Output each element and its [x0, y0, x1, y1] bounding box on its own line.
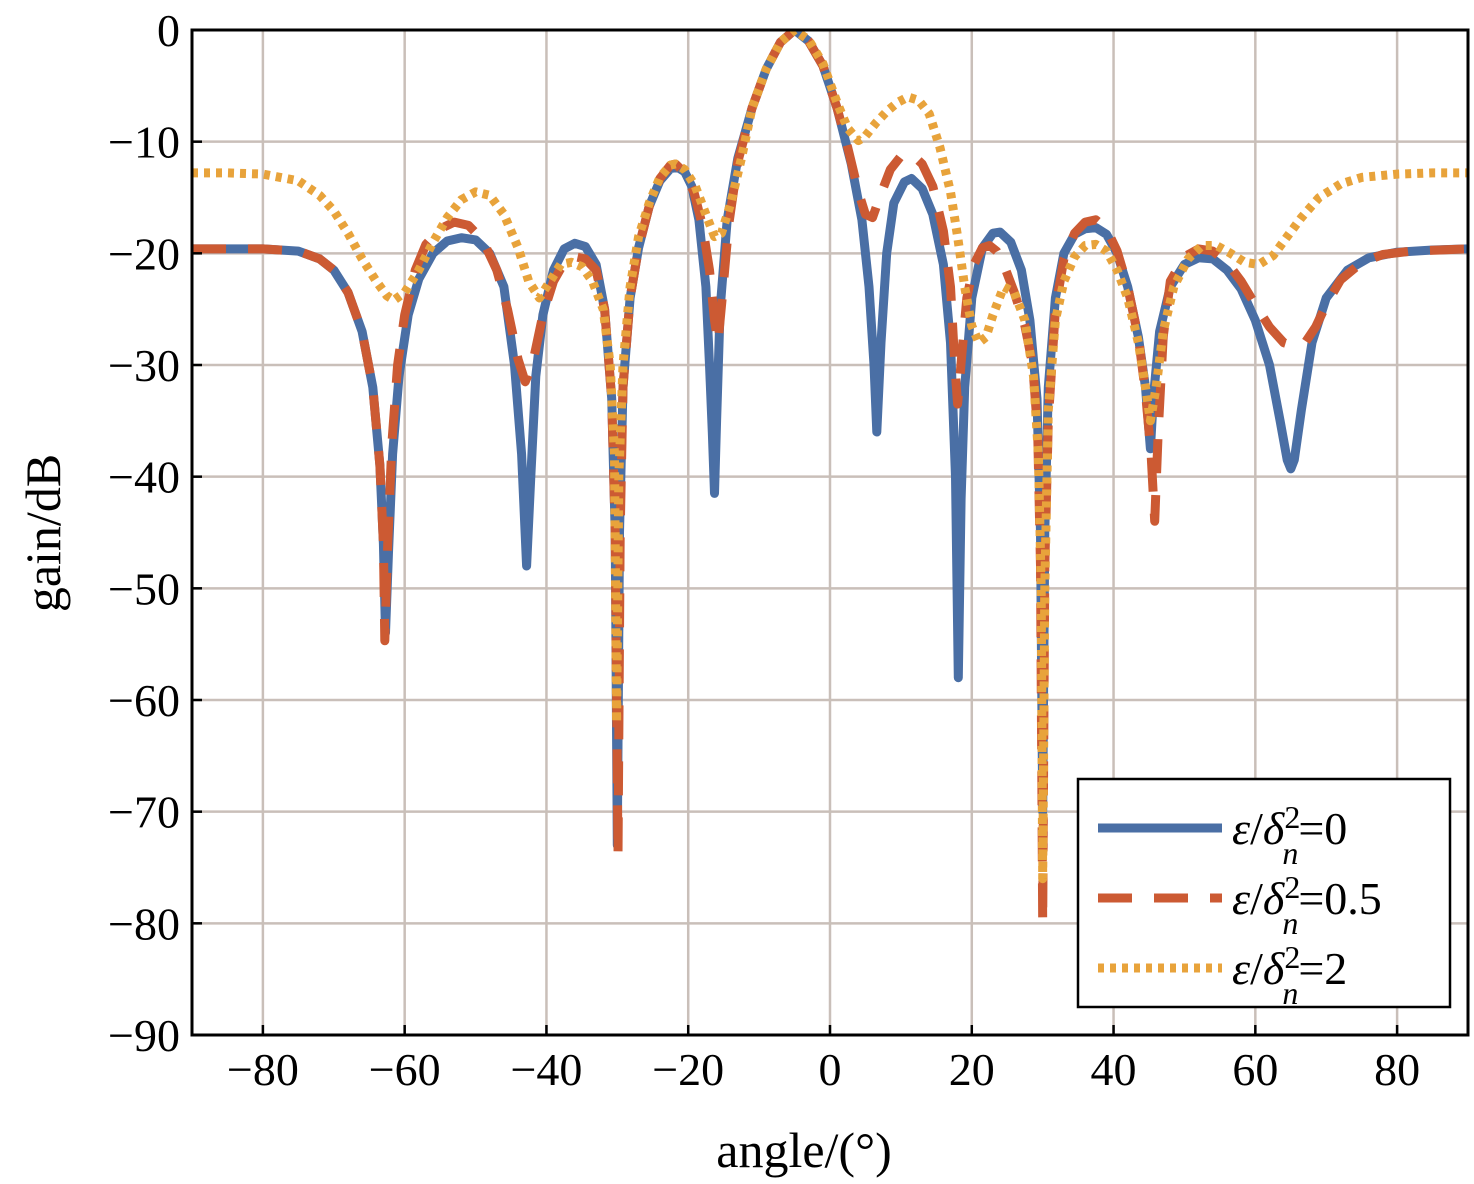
- tick-marks: [192, 28, 1399, 1037]
- y-tick-label: −80: [108, 898, 180, 949]
- x-tick-label: 20: [949, 1044, 995, 1095]
- series-line-1: [192, 30, 1468, 928]
- y-tick-label: −70: [108, 787, 180, 838]
- legend-label-2: ε/δ2 n=2: [1232, 939, 1347, 1011]
- x-tick-label: 0: [819, 1044, 842, 1095]
- x-tick-label: −60: [369, 1044, 441, 1095]
- x-tick-label: −80: [227, 1044, 299, 1095]
- y-tick-label: −90: [108, 1010, 180, 1061]
- y-tick-label: −20: [108, 228, 180, 279]
- y-tick-label: −30: [108, 340, 180, 391]
- legend-label-1: ε/δ2 n=0.5: [1232, 869, 1382, 941]
- tick-labels: −80 −60 −40 −20 0 20 40 60 80 0 −10 −20 −30 −40 −50 −60…: [108, 5, 1420, 1095]
- legend-label-0: ε/δ2 n=0: [1232, 799, 1347, 871]
- y-tick-label: −10: [108, 117, 180, 168]
- y-tick-label: −40: [108, 452, 180, 503]
- x-tick-label: −20: [652, 1044, 724, 1095]
- x-tick-label: 80: [1374, 1044, 1420, 1095]
- series-line-2: [192, 30, 1468, 884]
- y-axis-label: gain/dB: [15, 454, 71, 612]
- x-tick-label: 40: [1091, 1044, 1137, 1095]
- legend: ε/δ2 n=0ε/δ2 n=0.5ε/δ2 n=2: [1076, 777, 1452, 1011]
- x-tick-label: 60: [1232, 1044, 1278, 1095]
- x-axis-label: angle/(°): [716, 1122, 891, 1178]
- y-tick-label: 0: [157, 5, 180, 56]
- y-tick-label: −60: [108, 675, 180, 726]
- grid-lines: [192, 30, 1468, 1035]
- x-tick-label: −40: [510, 1044, 582, 1095]
- series-layer: [192, 30, 1468, 928]
- y-tick-label: −50: [108, 563, 180, 614]
